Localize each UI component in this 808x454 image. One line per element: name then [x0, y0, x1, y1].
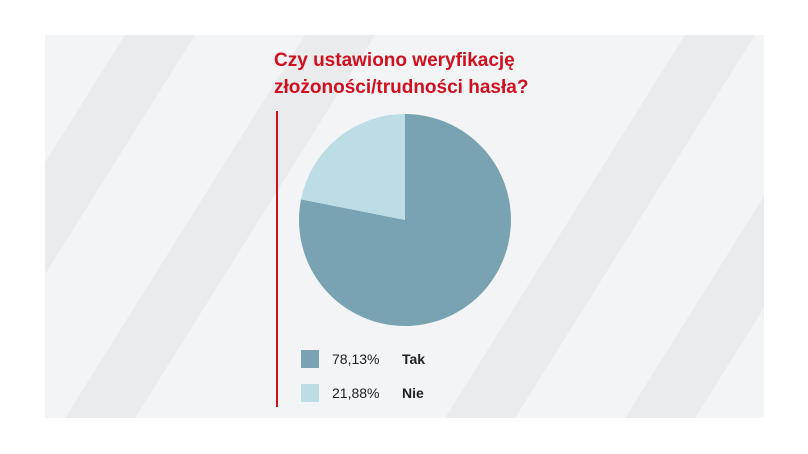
pie-chart: [299, 114, 511, 326]
legend-value-tak: 78,13%: [332, 351, 380, 367]
chart-title: Czy ustawiono weryfikację złożoności/tru…: [274, 47, 594, 101]
pie-slice-nie: [301, 114, 405, 220]
legend-value-nie: 21,88%: [332, 385, 380, 401]
chart-title-line-1: Czy ustawiono weryfikację: [274, 50, 515, 71]
legend-swatch-tak: [301, 350, 319, 368]
chart-panel: [45, 35, 764, 418]
legend-swatch-nie: [301, 384, 319, 402]
chart-title-line-2: złożoności/trudności hasła?: [274, 77, 529, 98]
legend-item-tak: 78,13% Tak: [301, 350, 501, 368]
legend-label-nie: Nie: [402, 385, 424, 401]
legend-label-tak: Tak: [402, 351, 426, 367]
accent-line: [276, 111, 278, 407]
legend: 78,13% Tak 21,88% Nie: [301, 350, 501, 418]
background-stripes: [45, 35, 764, 418]
legend-item-nie: 21,88% Nie: [301, 384, 501, 402]
